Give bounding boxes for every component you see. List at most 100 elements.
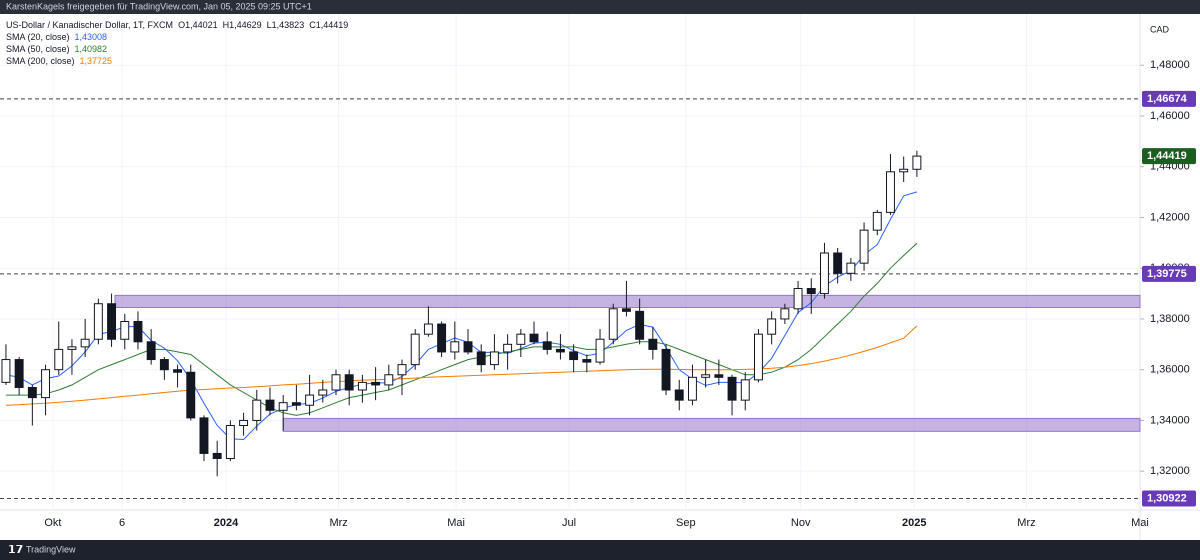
ohlc-value: L1,43823 [267, 20, 305, 30]
header-bar [0, 0, 1200, 14]
candle-body [80, 338, 90, 348]
candle-body [159, 359, 169, 371]
candle-body [753, 333, 763, 381]
currency: CAD [1150, 24, 1170, 34]
candle-body [54, 348, 64, 371]
x-tick-label: 2025 [902, 517, 926, 529]
candle-body [529, 333, 539, 343]
y-tick-label: 1,48000 [1150, 59, 1190, 71]
candle-body [886, 171, 895, 213]
candle-body [780, 308, 790, 320]
level-label: 1,46674 [1147, 93, 1188, 105]
x-tick-label: 6 [119, 517, 125, 529]
symbol: US-Dollar / Kanadischer Dollar, 1T, FXCM [6, 20, 173, 30]
x-tick-label: Jul [562, 517, 576, 529]
x-tick-label: Okt [44, 517, 61, 529]
candle-body [186, 371, 196, 419]
candle-body [542, 341, 552, 350]
candle-body [701, 374, 711, 378]
candle-body [397, 364, 407, 376]
candle-body [14, 359, 24, 388]
legend-entry: SMA (50, close) 1,40982 [6, 44, 107, 54]
candle-body [899, 168, 909, 173]
candle-body [714, 374, 724, 378]
y-tick-label: 1,38000 [1150, 313, 1190, 325]
candle-body [740, 379, 750, 401]
level-label: 1,39775 [1147, 268, 1187, 280]
legend-value: 1,43008 [75, 32, 108, 42]
zone [114, 294, 1141, 309]
candle-body [806, 288, 816, 295]
ohlc-value: O1,44021 [178, 20, 218, 30]
candle-body [674, 389, 684, 401]
y-tick-label: 1,42000 [1150, 211, 1190, 223]
y-tick-label: 1,34000 [1150, 414, 1190, 426]
candle-body [199, 417, 209, 454]
candle-body [133, 320, 143, 343]
sma-line [5, 242, 918, 416]
candle-body [67, 346, 77, 350]
sma-line [5, 325, 918, 406]
candle-body [331, 374, 341, 391]
candle-body [278, 402, 288, 411]
candle-body [595, 338, 605, 363]
candle-body [318, 389, 328, 396]
candle-body [305, 394, 315, 406]
candle-body [793, 288, 803, 310]
candle-body [648, 338, 658, 350]
candle-body [27, 386, 37, 399]
candle-body [476, 351, 486, 366]
candle-body [635, 310, 645, 340]
logo-mark: 𝟭𝟳 [8, 544, 23, 556]
header-text: KarstenKagels freigegeben für TradingVie… [6, 1, 312, 11]
candle-body [463, 341, 473, 353]
x-tick-label: Mai [1131, 517, 1149, 529]
candle-body [608, 308, 618, 340]
candle-body [212, 452, 222, 459]
level-label: 1,30922 [1147, 492, 1187, 504]
x-tick-label: Mrz [1017, 517, 1035, 529]
candle-body [582, 359, 592, 363]
candle-body [727, 376, 737, 401]
candle-body [912, 155, 922, 170]
candle-body [687, 376, 697, 401]
legend-name: SMA (200, close) [6, 56, 75, 66]
candle-body [410, 333, 420, 366]
candle-body [225, 425, 235, 459]
x-tick-label: Mai [447, 517, 465, 529]
level-tag [1142, 90, 1196, 107]
y-tick-label: 1,32000 [1150, 465, 1190, 477]
candle-body [1, 359, 11, 383]
candle-body [41, 369, 51, 399]
brand: TradingView [26, 544, 76, 554]
candle-body [344, 374, 354, 391]
candle-body [450, 341, 460, 353]
candle-body [820, 252, 829, 295]
candle-body [872, 211, 882, 231]
candle-body [173, 369, 183, 373]
candle-body [846, 262, 856, 274]
legend-entry: SMA (20, close) 1,43008 [6, 32, 107, 42]
x-tick-label: 2024 [214, 517, 239, 529]
last-price-label: 1,44419 [1147, 150, 1187, 162]
ohlc-value: C1,44419 [309, 20, 348, 30]
legend-name: SMA (20, close) [6, 32, 70, 42]
candle-body [371, 381, 381, 386]
level-tag [1142, 490, 1196, 507]
legend-name: SMA (50, close) [6, 44, 70, 54]
candle-body [555, 348, 565, 353]
candle-body [767, 318, 777, 335]
candle-body [503, 343, 513, 353]
legend-entry: SMA (200, close) 1,37725 [6, 56, 112, 66]
sma-line [5, 191, 918, 441]
candle-body [384, 374, 394, 386]
ohlc-value: H1,44629 [223, 20, 262, 30]
candle-body [265, 399, 275, 411]
candle-body [146, 341, 156, 361]
level-tag [1142, 265, 1196, 282]
x-tick-label: Nov [791, 517, 811, 529]
candle-body [621, 308, 631, 312]
candle-body [291, 402, 301, 406]
